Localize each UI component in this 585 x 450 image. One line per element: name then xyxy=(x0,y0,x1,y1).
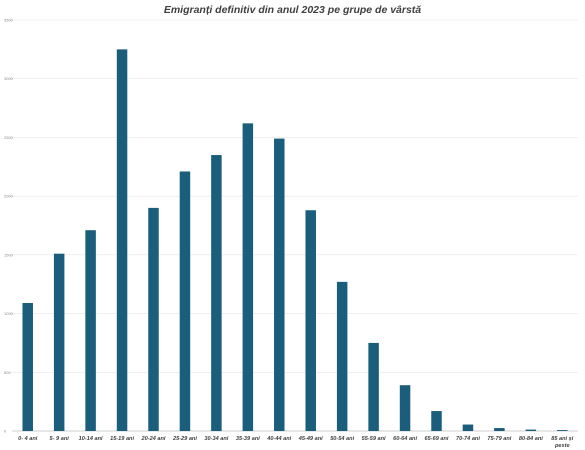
y-tick-label: 2500 xyxy=(4,135,14,140)
bar xyxy=(53,253,65,431)
y-tick-label: 3500 xyxy=(4,18,14,23)
bar xyxy=(431,411,442,431)
x-tick-label: 65-69 ani xyxy=(425,436,449,442)
bar xyxy=(525,429,537,431)
x-tick-label: 80-84 ani xyxy=(519,436,543,442)
bar xyxy=(399,385,411,431)
bar xyxy=(462,424,474,431)
bar xyxy=(148,207,159,431)
y-tick-label: 500 xyxy=(4,370,11,375)
bar xyxy=(22,303,33,431)
x-tick-label: 30-34 ani xyxy=(204,436,228,442)
x-tick-label: 10-14 ani xyxy=(79,436,103,442)
bar xyxy=(336,281,348,431)
bar xyxy=(179,171,191,432)
bar xyxy=(274,138,285,432)
bar xyxy=(116,49,128,431)
x-tick-label: 75-79 ani xyxy=(487,436,511,442)
x-tick-label: 55-59 ani xyxy=(362,436,386,442)
x-tick-label: 20-24 ani xyxy=(141,436,166,442)
y-tick-label: 2000 xyxy=(4,194,14,199)
chart-title: Emigranți definitiv din anul 2023 pe gru… xyxy=(163,4,422,16)
x-tick-label: 70-74 ani xyxy=(456,436,480,442)
x-tick-label: 25-29 ani xyxy=(172,436,197,442)
y-tick-label: 0 xyxy=(4,429,7,434)
x-tick-label: 15-19 ani xyxy=(110,436,134,442)
x-tick-label: 5- 9 ani xyxy=(50,436,70,442)
x-tick-label: 45-49 ani xyxy=(298,436,323,442)
bar xyxy=(557,430,568,431)
y-tick-label: 1500 xyxy=(4,252,14,257)
x-tick-label: 40-44 ani xyxy=(266,436,291,442)
y-tick-label: 1000 xyxy=(4,311,14,316)
x-tick-label: 0- 4 ani xyxy=(18,436,38,442)
bar xyxy=(242,123,254,431)
y-tick-label: 3000 xyxy=(4,76,14,81)
bar xyxy=(305,210,316,431)
bar xyxy=(211,155,222,432)
bar xyxy=(85,230,96,431)
x-tick-label: 50-54 ani xyxy=(330,436,354,442)
bar xyxy=(368,342,379,431)
x-tick-label: 60-64 ani xyxy=(393,436,417,442)
bar xyxy=(494,428,505,431)
x-tick-label: 85 ani și peste xyxy=(551,436,574,449)
x-tick-label: 35-39 ani xyxy=(236,436,260,442)
